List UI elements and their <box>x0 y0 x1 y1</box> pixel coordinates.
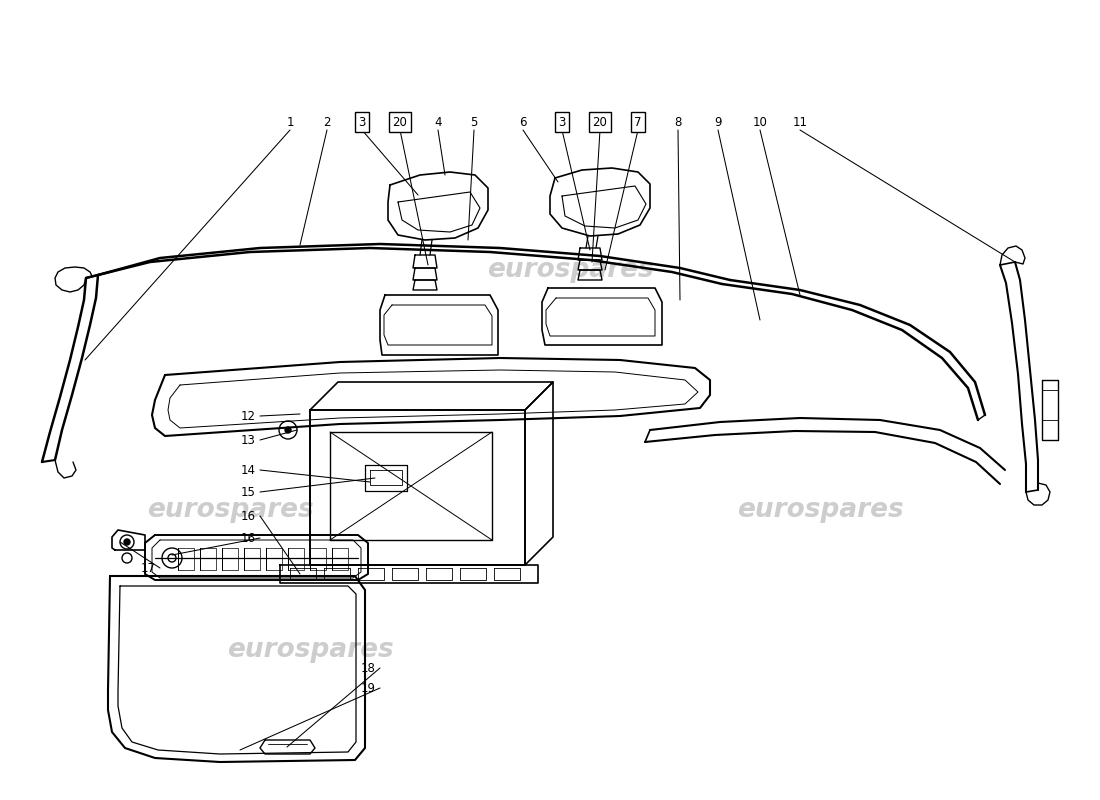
Text: 18: 18 <box>361 662 375 674</box>
Text: 16: 16 <box>241 510 255 522</box>
Text: 3: 3 <box>359 115 365 129</box>
Text: 3: 3 <box>559 115 565 129</box>
Text: 4: 4 <box>434 115 442 129</box>
Circle shape <box>285 427 292 433</box>
Text: 6: 6 <box>519 115 527 129</box>
Circle shape <box>124 539 130 545</box>
Text: 11: 11 <box>792 115 807 129</box>
Text: 20: 20 <box>393 115 407 129</box>
Text: 13: 13 <box>241 434 255 446</box>
Text: 7: 7 <box>635 115 641 129</box>
Text: eurospares: eurospares <box>227 637 394 663</box>
Text: eurospares: eurospares <box>486 257 653 283</box>
Text: eurospares: eurospares <box>146 497 314 523</box>
Text: 12: 12 <box>241 410 255 422</box>
Text: eurospares: eurospares <box>737 497 903 523</box>
Text: 9: 9 <box>714 115 722 129</box>
Text: 14: 14 <box>241 463 255 477</box>
Text: 16: 16 <box>241 531 255 545</box>
Text: 17: 17 <box>141 562 155 574</box>
Text: 20: 20 <box>593 115 607 129</box>
Text: 8: 8 <box>674 115 682 129</box>
Text: 1: 1 <box>286 115 294 129</box>
Text: 2: 2 <box>323 115 331 129</box>
Text: 15: 15 <box>241 486 255 498</box>
Text: 10: 10 <box>752 115 768 129</box>
Text: 19: 19 <box>361 682 375 694</box>
Text: 5: 5 <box>471 115 477 129</box>
